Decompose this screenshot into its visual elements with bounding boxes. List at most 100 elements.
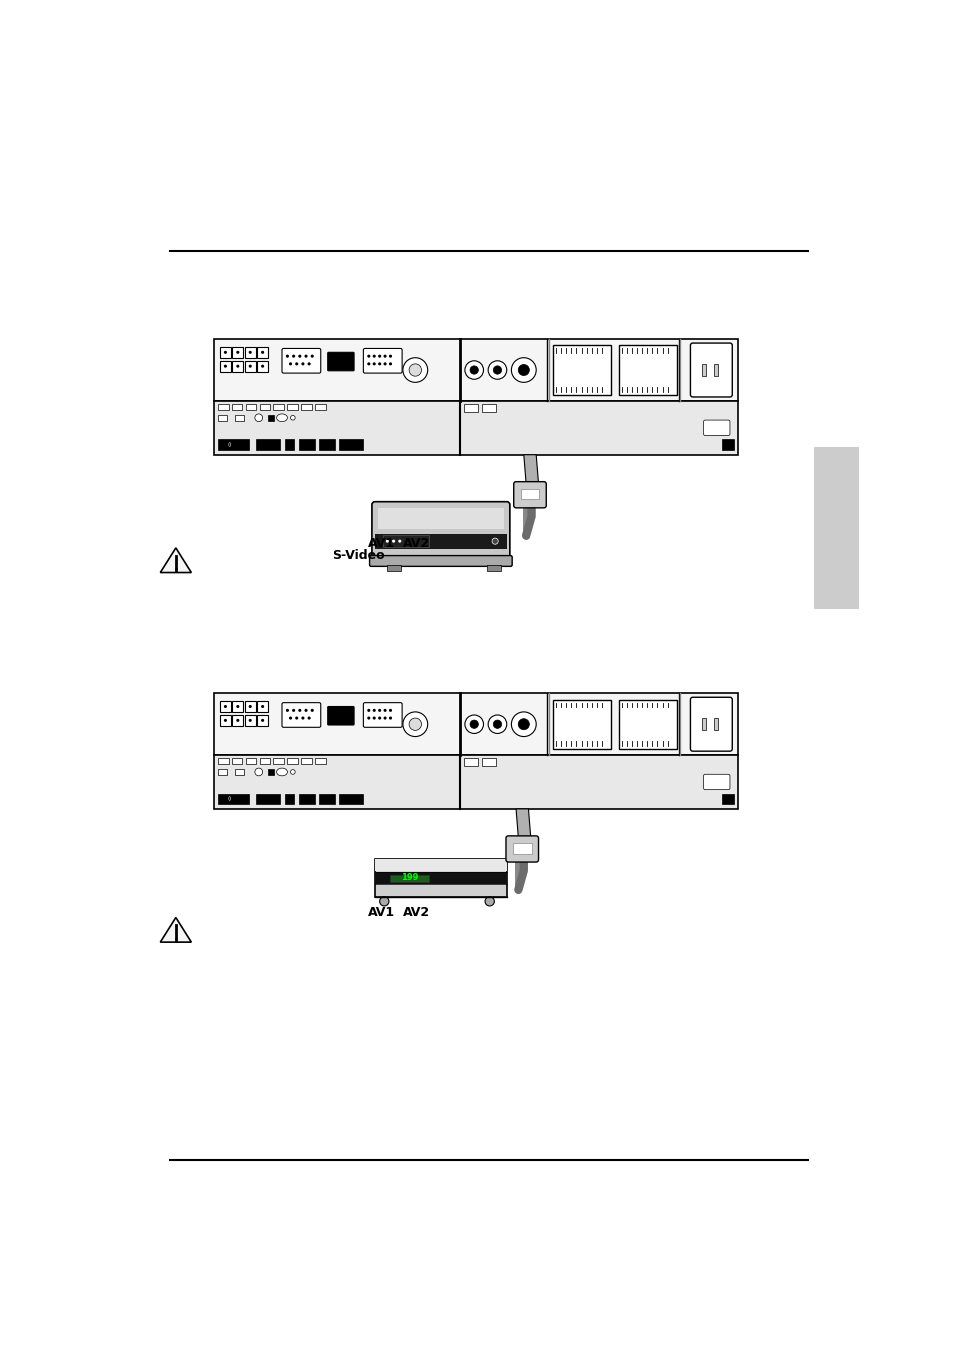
Bar — [245, 701, 255, 712]
Circle shape — [392, 539, 395, 543]
FancyBboxPatch shape — [372, 501, 509, 561]
Circle shape — [464, 361, 483, 380]
Bar — [220, 701, 231, 712]
Circle shape — [402, 712, 427, 736]
Circle shape — [261, 351, 264, 354]
Bar — [234, 769, 244, 775]
Bar — [220, 361, 231, 372]
Circle shape — [254, 769, 262, 775]
FancyBboxPatch shape — [690, 343, 732, 397]
Circle shape — [261, 365, 264, 367]
Bar — [233, 347, 243, 358]
Circle shape — [383, 716, 386, 720]
Bar — [274, 758, 284, 765]
Bar — [213, 401, 737, 455]
Circle shape — [298, 709, 301, 712]
Bar — [339, 439, 362, 450]
Bar — [701, 719, 705, 731]
Bar — [319, 793, 335, 804]
Bar — [220, 347, 231, 358]
Text: AV1: AV1 — [367, 536, 395, 550]
Bar — [301, 404, 312, 411]
FancyBboxPatch shape — [282, 349, 320, 373]
Bar — [256, 793, 279, 804]
Circle shape — [286, 354, 289, 358]
Bar — [233, 361, 243, 372]
FancyBboxPatch shape — [363, 703, 402, 727]
Ellipse shape — [276, 769, 287, 775]
Circle shape — [292, 354, 294, 358]
Bar — [256, 439, 279, 450]
Circle shape — [493, 720, 501, 728]
Text: (): () — [227, 796, 232, 801]
Circle shape — [261, 719, 264, 721]
Bar — [319, 439, 335, 450]
Bar — [217, 758, 229, 765]
Bar — [217, 439, 249, 450]
Circle shape — [298, 354, 301, 358]
Circle shape — [402, 358, 427, 382]
Bar — [339, 793, 362, 804]
Circle shape — [291, 416, 294, 420]
Polygon shape — [516, 809, 531, 847]
Circle shape — [373, 709, 375, 712]
Bar — [245, 361, 255, 372]
Circle shape — [236, 719, 239, 721]
Circle shape — [373, 354, 375, 358]
Circle shape — [409, 363, 421, 376]
Circle shape — [236, 351, 239, 354]
Circle shape — [492, 538, 497, 544]
Bar — [257, 701, 268, 712]
FancyBboxPatch shape — [618, 346, 677, 394]
Circle shape — [224, 351, 227, 354]
Circle shape — [286, 709, 289, 712]
Circle shape — [377, 354, 381, 358]
Circle shape — [377, 716, 381, 720]
Text: 199: 199 — [401, 873, 418, 882]
Bar — [245, 404, 256, 411]
Circle shape — [379, 897, 389, 907]
Circle shape — [311, 709, 314, 712]
Circle shape — [367, 354, 370, 358]
Bar — [232, 404, 242, 411]
Circle shape — [367, 362, 370, 365]
Circle shape — [307, 362, 311, 365]
Circle shape — [517, 719, 529, 730]
Bar — [268, 415, 274, 422]
Bar — [217, 793, 249, 804]
Circle shape — [377, 362, 381, 365]
FancyBboxPatch shape — [282, 703, 320, 727]
Circle shape — [385, 539, 389, 543]
Text: AV2: AV2 — [402, 907, 429, 920]
Circle shape — [367, 709, 370, 712]
Bar — [481, 404, 496, 412]
Circle shape — [224, 365, 227, 367]
Circle shape — [511, 712, 536, 736]
Circle shape — [249, 719, 252, 721]
Ellipse shape — [276, 413, 287, 422]
FancyBboxPatch shape — [618, 700, 677, 748]
Circle shape — [291, 770, 294, 774]
FancyBboxPatch shape — [553, 700, 611, 748]
Circle shape — [249, 351, 252, 354]
Circle shape — [389, 362, 392, 365]
Circle shape — [464, 715, 483, 734]
Bar — [217, 415, 227, 422]
Circle shape — [254, 413, 262, 422]
Circle shape — [367, 716, 370, 720]
FancyBboxPatch shape — [690, 697, 732, 751]
Bar — [213, 693, 737, 755]
Bar — [285, 439, 294, 450]
Polygon shape — [523, 455, 538, 493]
Bar — [259, 404, 270, 411]
Bar — [268, 769, 274, 775]
Circle shape — [301, 716, 304, 720]
Circle shape — [224, 705, 227, 708]
Circle shape — [383, 709, 386, 712]
Circle shape — [389, 716, 392, 720]
Circle shape — [397, 539, 401, 543]
Circle shape — [484, 897, 494, 907]
Circle shape — [517, 365, 529, 376]
Bar — [813, 447, 858, 609]
Circle shape — [373, 716, 375, 720]
